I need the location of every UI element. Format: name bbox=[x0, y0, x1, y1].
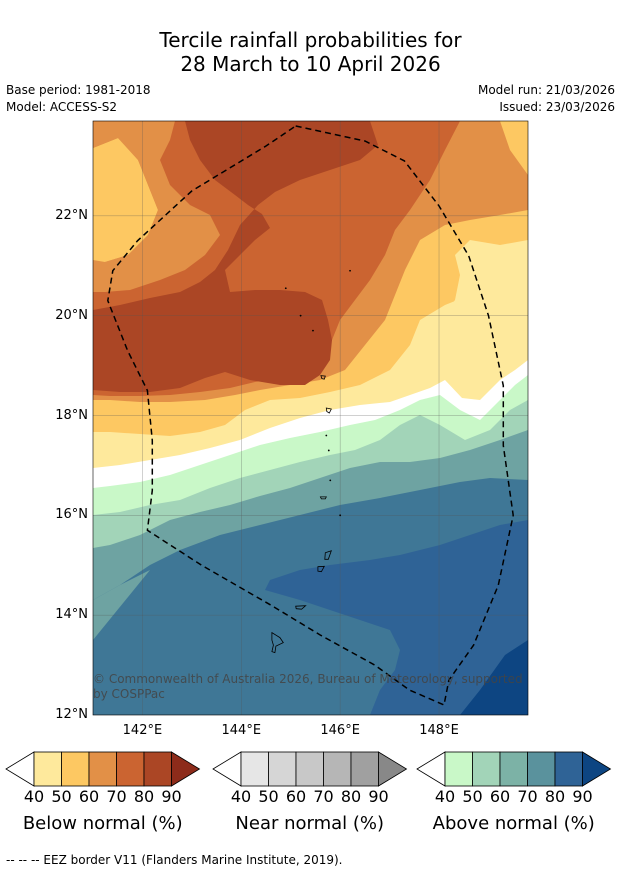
issued-date: Issued: 23/03/2026 bbox=[499, 100, 615, 114]
credit-line1: © Commonwealth of Australia 2026, Bureau… bbox=[93, 672, 523, 686]
below-50-ne-region bbox=[505, 121, 528, 140]
colorbar-segment bbox=[240, 751, 269, 787]
colorbar-segment bbox=[350, 751, 379, 787]
colorbar-tick: 40 bbox=[230, 787, 252, 806]
below-60-nw-cutout bbox=[93, 138, 158, 262]
islet-dot bbox=[284, 287, 287, 290]
colorbar-tick: 70 bbox=[313, 787, 334, 806]
colorbar-tick: 70 bbox=[106, 787, 127, 806]
colorbar-tick: 40 bbox=[434, 787, 456, 806]
colorbar-tick: 80 bbox=[340, 787, 362, 806]
islet-dot bbox=[349, 269, 351, 272]
colorbar-low-arrow bbox=[5, 751, 35, 787]
colorbar-segment bbox=[295, 751, 324, 787]
colorbar-tick: 50 bbox=[462, 787, 483, 806]
model-name: Model: ACCESS-S2 bbox=[6, 100, 118, 114]
colorbar-high-arrow bbox=[582, 751, 612, 787]
colorbar-segment bbox=[499, 751, 528, 787]
colorbar-segment bbox=[116, 751, 145, 787]
colorbar-segment bbox=[472, 751, 501, 787]
colorbar-tick: 60 bbox=[78, 787, 100, 806]
y-tick-label: 14°N bbox=[55, 607, 88, 623]
below-40-east-region bbox=[435, 240, 528, 355]
island-tinian bbox=[317, 565, 325, 573]
colorbar-segment bbox=[33, 751, 62, 787]
island-pagan bbox=[325, 407, 332, 414]
island-saipan bbox=[324, 550, 332, 560]
x-tick-label: 142°E bbox=[122, 723, 163, 738]
colorbar-tick: 70 bbox=[517, 787, 538, 806]
colorbar-high-arrow bbox=[378, 751, 408, 787]
colorbar-segment bbox=[88, 751, 117, 787]
map-title-line2: 28 March to 10 April 2026 bbox=[180, 52, 441, 76]
colorbar-tick: 60 bbox=[489, 787, 511, 806]
island-guam bbox=[271, 631, 284, 654]
map-title-line1: Tercile rainfall probabilities for bbox=[159, 28, 462, 52]
colorbar-tick: 60 bbox=[285, 787, 307, 806]
y-tick-label: 16°N bbox=[55, 507, 88, 523]
y-tick-label: 22°N bbox=[55, 207, 88, 223]
colorbar-low-arrow bbox=[416, 751, 446, 787]
eez-legend-note: -- -- -- EEZ border V11 (Flanders Marine… bbox=[6, 853, 343, 867]
y-tick-label: 18°N bbox=[55, 407, 88, 423]
base-period: Base period: 1981-2018 bbox=[6, 83, 151, 97]
colorbar-title: Near normal (%) bbox=[235, 813, 385, 834]
x-tick-label: 146°E bbox=[320, 723, 360, 738]
islet-dot bbox=[329, 479, 332, 482]
colorbar-segment bbox=[554, 751, 583, 787]
above-60-lower-region bbox=[93, 570, 150, 640]
island-agrihan bbox=[320, 375, 326, 380]
y-tick-label: 20°N bbox=[55, 307, 88, 323]
x-tick-label: 148°E bbox=[419, 723, 459, 738]
colorbar-2 bbox=[212, 751, 408, 787]
eez-border bbox=[107, 125, 514, 707]
colorbar-title: Below normal (%) bbox=[22, 813, 183, 834]
copyright-credit: © Commonwealth of Australia 2026, Bureau… bbox=[93, 672, 523, 702]
colorbar-low-arrow bbox=[212, 751, 242, 787]
islet-dot bbox=[312, 329, 314, 332]
probability-field bbox=[93, 121, 528, 715]
y-tick-label: 12°N bbox=[55, 707, 88, 722]
colorbar-tick: 40 bbox=[23, 787, 45, 806]
islands bbox=[271, 269, 351, 654]
gridlines bbox=[93, 121, 528, 715]
colorbar-tick: 80 bbox=[133, 787, 155, 806]
colorbar-tick: 50 bbox=[258, 787, 279, 806]
colorbars bbox=[5, 751, 612, 787]
colorbar-tick: 90 bbox=[368, 787, 389, 806]
model-run: Model run: 21/03/2026 bbox=[477, 83, 615, 97]
colorbar-1 bbox=[5, 751, 201, 787]
map-frame bbox=[92, 120, 529, 716]
colorbar-segment bbox=[323, 751, 352, 787]
colorbar-segment bbox=[527, 751, 556, 787]
islet-dot bbox=[299, 314, 302, 317]
below-80-region bbox=[93, 121, 378, 392]
island-rota bbox=[295, 605, 307, 610]
below-70-nw-ring bbox=[93, 121, 220, 292]
islet-dot bbox=[327, 449, 330, 452]
islet-dot bbox=[339, 514, 342, 517]
colorbar-tick: 50 bbox=[51, 787, 72, 806]
colorbar-segment bbox=[61, 751, 90, 787]
colorbar-high-arrow bbox=[171, 751, 201, 787]
islet-dot bbox=[325, 434, 328, 437]
island-anatahan bbox=[319, 496, 327, 500]
colorbar-tick: 80 bbox=[544, 787, 566, 806]
colorbar-segment bbox=[268, 751, 297, 787]
colorbar-segment bbox=[444, 751, 473, 787]
x-tick-label: 144°E bbox=[221, 723, 262, 738]
credit-line2: by COSPPac bbox=[93, 687, 165, 701]
colorbar-title: Above normal (%) bbox=[432, 813, 595, 834]
colorbar-segment bbox=[143, 751, 172, 787]
colorbar-3 bbox=[416, 751, 612, 787]
colorbar-tick: 90 bbox=[572, 787, 593, 806]
colorbar-tick: 90 bbox=[161, 787, 182, 806]
